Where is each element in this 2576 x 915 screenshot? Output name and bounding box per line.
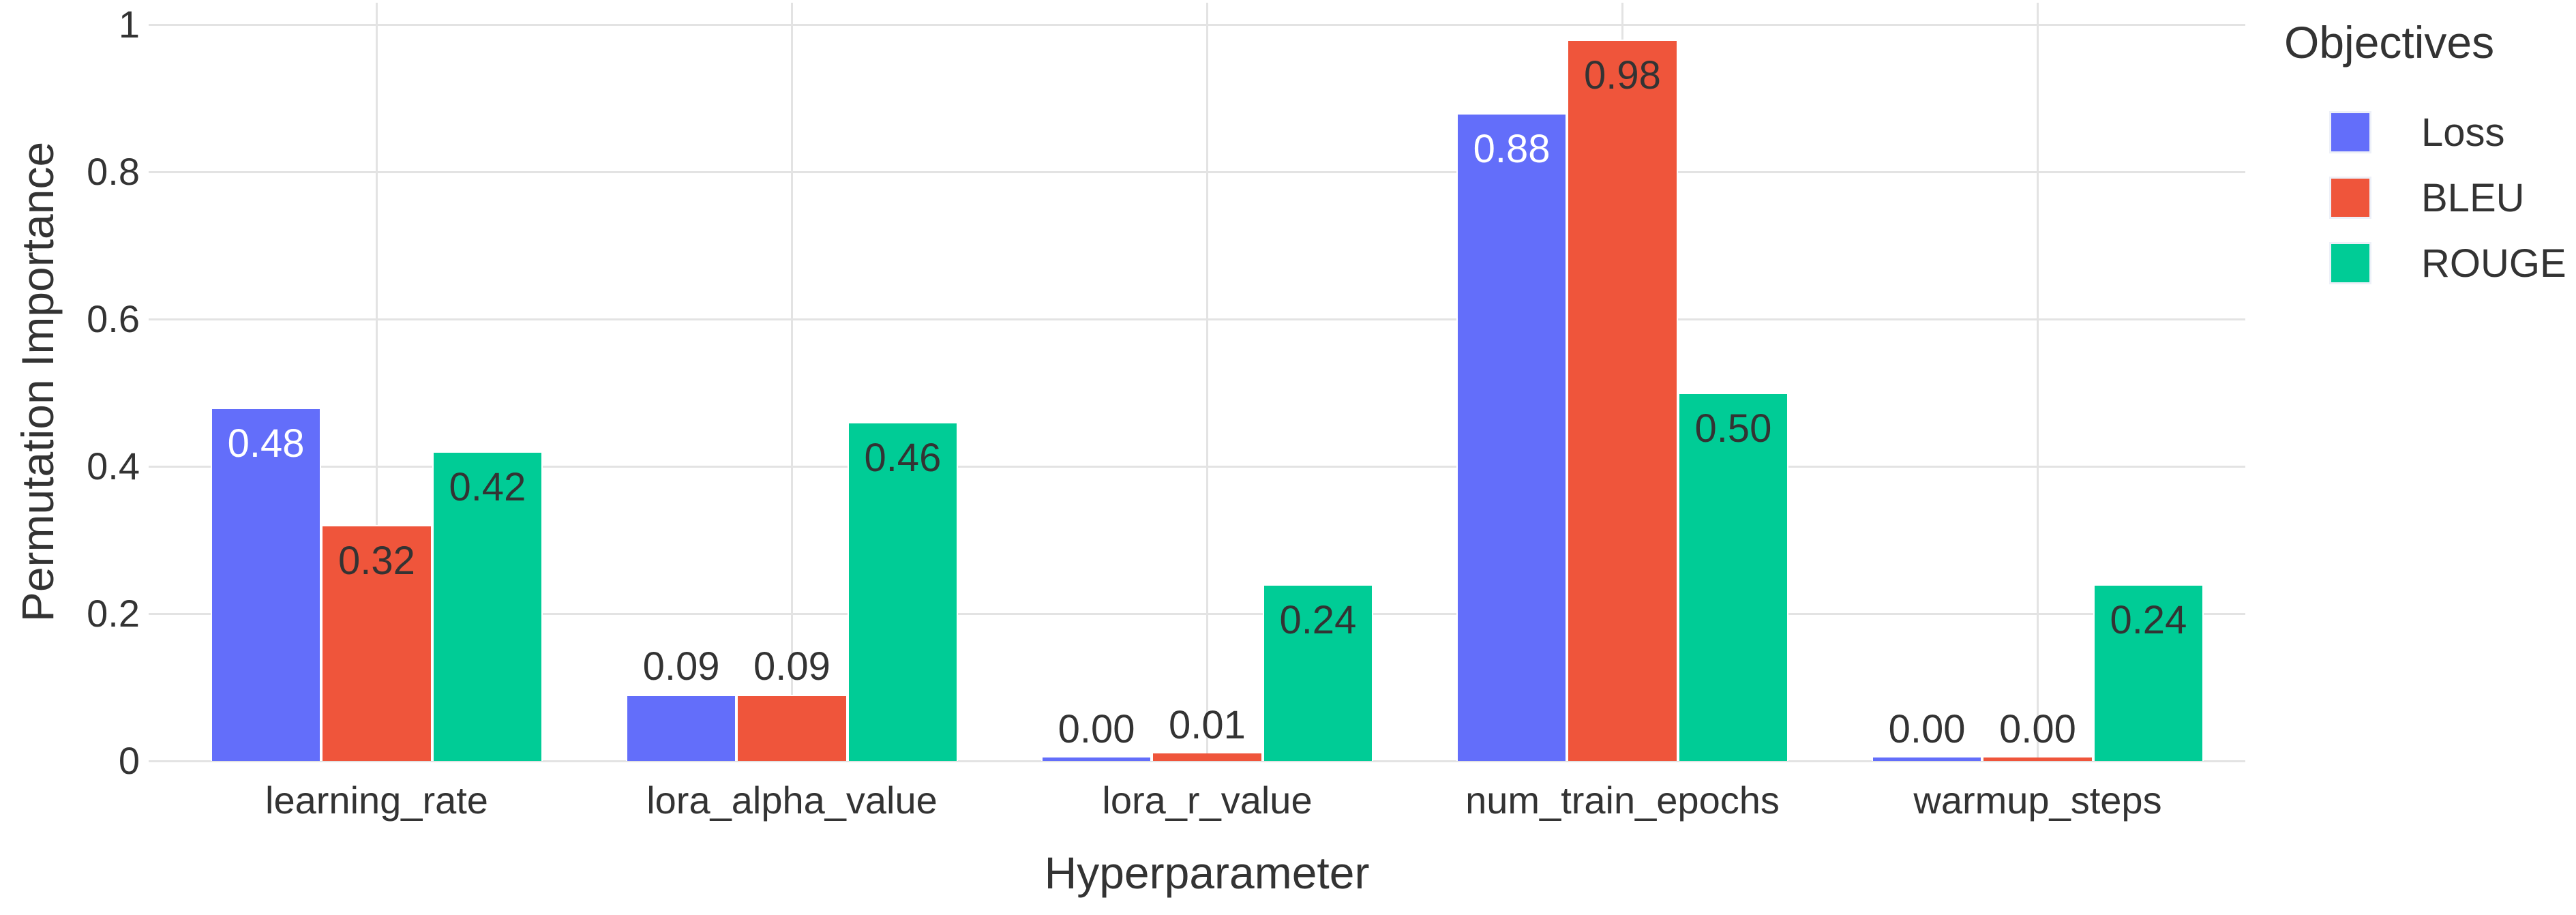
legend-item-label: ROUGE: [2421, 241, 2566, 286]
bar-bleu-lora_r_value: [1152, 753, 1263, 761]
bar-loss-warmup_steps: [1871, 758, 1983, 761]
bar-value-label: 0.09: [642, 644, 720, 689]
x-tick-label-learning_rate: learning_rate: [265, 779, 488, 822]
bar-value-label: 0.88: [1473, 127, 1551, 171]
gridline-horizontal: [169, 612, 2245, 615]
gridline-vertical: [1206, 3, 1208, 761]
bar-loss-lora_alpha_value: [625, 695, 737, 761]
bar-loss-lora_r_value: [1040, 758, 1152, 761]
y-tick-label: 0.8: [87, 150, 140, 193]
gridline-horizontal: [169, 318, 2245, 320]
bar-value-label: 0.32: [338, 539, 415, 583]
y-axis-title: Permutation Importance: [12, 141, 63, 622]
bar-rouge-lora_alpha_value: [847, 422, 959, 761]
legend-swatch-icon: [2329, 242, 2371, 284]
bar-value-label: 0.98: [1584, 53, 1661, 97]
legend-swatch-icon: [2329, 111, 2371, 153]
legend-item-loss[interactable]: Loss: [2329, 100, 2566, 165]
y-tick-mark: [149, 23, 169, 26]
bar-loss-learning_rate: [210, 408, 322, 761]
x-axis-title: Hyperparameter: [1044, 847, 1370, 898]
bar-value-label: 0.01: [1169, 703, 1246, 747]
y-tick-label: 0.4: [87, 445, 140, 487]
bar-value-label: 0.24: [1279, 598, 1357, 642]
legend-title: Objectives: [2284, 17, 2495, 68]
legend: Objectives Loss BLEU ROUGE: [2284, 16, 2566, 296]
gridline-vertical: [2037, 3, 2039, 761]
bar-value-label: 0.09: [753, 644, 830, 689]
legend-swatch-icon: [2329, 177, 2371, 219]
y-tick-mark: [149, 170, 169, 173]
x-tick-label-warmup_steps: warmup_steps: [1913, 779, 2162, 822]
bar-value-label: 0.00: [1058, 707, 1135, 751]
bar-value-label: 0.00: [1888, 707, 1966, 751]
y-tick-mark: [149, 465, 169, 468]
bar-loss-num_train_epochs: [1456, 113, 1568, 761]
bar-bleu-lora_alpha_value: [736, 695, 848, 761]
y-tick-label: 0.2: [87, 592, 140, 635]
legend-item-label: Loss: [2421, 110, 2505, 155]
y-tick-mark: [149, 318, 169, 320]
y-tick-mark: [149, 760, 169, 762]
bar-value-label: 0.48: [227, 421, 305, 466]
legend-item-label: BLEU: [2421, 175, 2525, 220]
bar-value-label: 0.24: [2110, 598, 2187, 642]
x-tick-label-lora_alpha_value: lora_alpha_value: [646, 779, 938, 822]
y-tick-label: 1: [118, 3, 140, 46]
bar-value-label: 0.50: [1694, 406, 1772, 451]
gridline-vertical: [791, 3, 793, 761]
gridline-horizontal: [169, 170, 2245, 173]
gridline-vertical: [376, 3, 378, 761]
gridline-horizontal: [169, 23, 2245, 26]
bar-value-label: 0.42: [449, 465, 526, 509]
bar-bleu-num_train_epochs: [1567, 40, 1678, 761]
bar-value-label: 0.46: [864, 436, 942, 480]
bar-rouge-warmup_steps: [2093, 584, 2204, 761]
x-tick-label-lora_r_value: lora_r_value: [1102, 779, 1313, 822]
y-tick-label: 0: [118, 739, 140, 782]
legend-items: Loss BLEU ROUGE: [2329, 100, 2566, 296]
bar-rouge-learning_rate: [432, 451, 543, 761]
bar-rouge-lora_r_value: [1262, 584, 1374, 761]
gridline-horizontal: [169, 465, 2245, 468]
gridline-horizontal: [169, 760, 2245, 762]
bar-rouge-num_train_epochs: [1677, 393, 1789, 761]
y-tick-label: 0.6: [87, 297, 140, 340]
bar-value-label: 0.00: [1999, 707, 2076, 751]
y-tick-mark: [149, 612, 169, 615]
legend-item-bleu[interactable]: BLEU: [2329, 165, 2566, 230]
bar-bleu-warmup_steps: [1982, 758, 2093, 761]
x-tick-label-num_train_epochs: num_train_epochs: [1465, 779, 1780, 822]
legend-item-rouge[interactable]: ROUGE: [2329, 230, 2566, 296]
bar-bleu-learning_rate: [321, 525, 432, 761]
